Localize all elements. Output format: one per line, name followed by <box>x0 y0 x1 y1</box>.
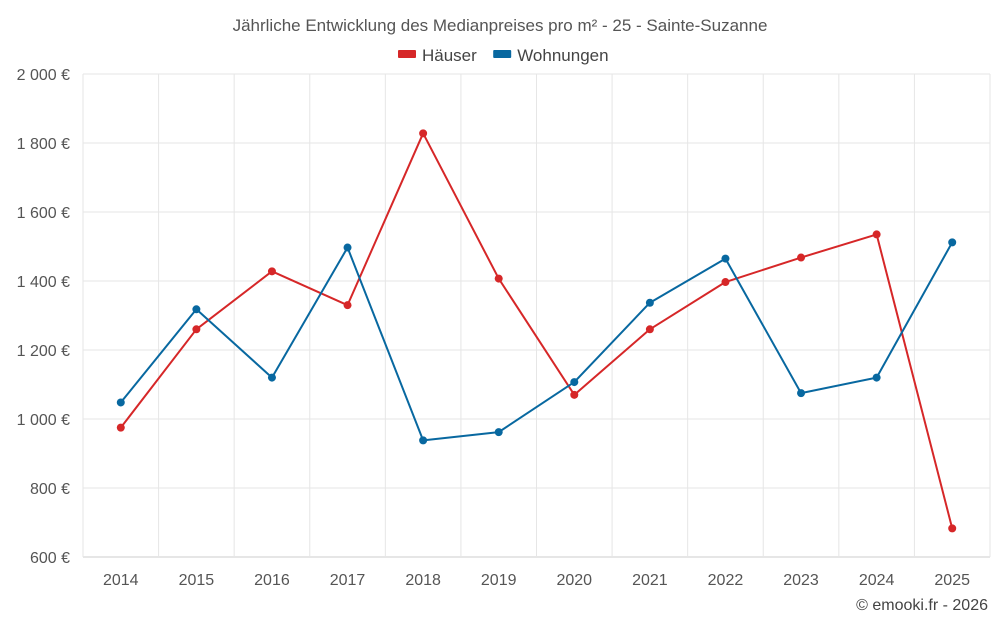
data-point[interactable] <box>570 390 579 399</box>
x-tick-label: 2016 <box>254 572 290 589</box>
data-point[interactable] <box>948 524 957 533</box>
x-tick-label: 2025 <box>934 572 970 589</box>
data-point[interactable] <box>116 398 125 407</box>
data-point[interactable] <box>948 238 957 247</box>
x-tick-label: 2014 <box>103 572 139 589</box>
y-tick-label: 1 200 € <box>17 343 70 360</box>
series-h-user <box>116 129 957 533</box>
data-point[interactable] <box>645 298 654 307</box>
legend-item[interactable]: Wohnungen <box>493 46 609 65</box>
data-point[interactable] <box>419 436 428 445</box>
x-tick-label: 2022 <box>708 572 744 589</box>
y-tick-label: 1 600 € <box>17 205 70 222</box>
y-tick-label: 1 000 € <box>17 412 70 429</box>
data-point[interactable] <box>192 325 201 334</box>
legend-swatch <box>398 50 416 58</box>
data-point[interactable] <box>872 373 881 382</box>
y-axis-ticks: 600 € 800 € 1 000 € 1 200 € 1 400 € 1 600 € 1 … <box>17 67 70 567</box>
x-axis-ticks: 2014 2015 2016 2017 2018 2019 2020 2021 2022 2023… <box>103 572 970 589</box>
data-point[interactable] <box>267 373 276 382</box>
data-point[interactable] <box>419 129 428 138</box>
data-point[interactable] <box>797 253 806 262</box>
data-point[interactable] <box>494 428 503 437</box>
data-point[interactable] <box>797 389 806 398</box>
y-tick-label: 1 800 € <box>17 136 70 153</box>
y-tick-label: 2 000 € <box>17 67 70 84</box>
x-tick-label: 2019 <box>481 572 517 589</box>
legend-swatch <box>493 50 512 58</box>
data-point[interactable] <box>494 274 503 283</box>
legend-label: Häuser <box>422 46 477 65</box>
data-point[interactable] <box>645 325 654 334</box>
legend: Häuser Wohnungen <box>398 46 609 65</box>
x-tick-label: 2024 <box>859 572 895 589</box>
data-point[interactable] <box>721 278 730 287</box>
x-tick-label: 2015 <box>179 572 215 589</box>
data-point[interactable] <box>872 230 881 239</box>
data-point[interactable] <box>192 305 201 314</box>
data-point[interactable] <box>721 254 730 263</box>
data-point[interactable] <box>267 267 276 276</box>
legend-label: Wohnungen <box>517 46 608 65</box>
legend-item[interactable]: Häuser <box>398 46 477 65</box>
series-line <box>120 241 954 442</box>
x-tick-label: 2020 <box>556 572 592 589</box>
series-wohnungen <box>116 238 957 445</box>
chart-title: Jährliche Entwicklung des Medianpreises … <box>233 16 768 35</box>
credit-text: © emooki.fr - 2026 <box>856 597 988 614</box>
data-point[interactable] <box>570 378 579 387</box>
x-tick-label: 2021 <box>632 572 668 589</box>
y-tick-label: 600 € <box>30 550 70 567</box>
y-tick-label: 800 € <box>30 481 70 498</box>
grid-lines <box>82 73 991 558</box>
y-tick-label: 1 400 € <box>17 274 70 291</box>
data-point[interactable] <box>116 423 125 432</box>
series-group <box>116 129 957 533</box>
x-tick-label: 2023 <box>783 572 819 589</box>
data-point[interactable] <box>343 243 352 252</box>
x-tick-label: 2017 <box>330 572 366 589</box>
x-tick-label: 2018 <box>405 572 441 589</box>
series-line <box>119 132 954 529</box>
data-point[interactable] <box>343 301 352 310</box>
